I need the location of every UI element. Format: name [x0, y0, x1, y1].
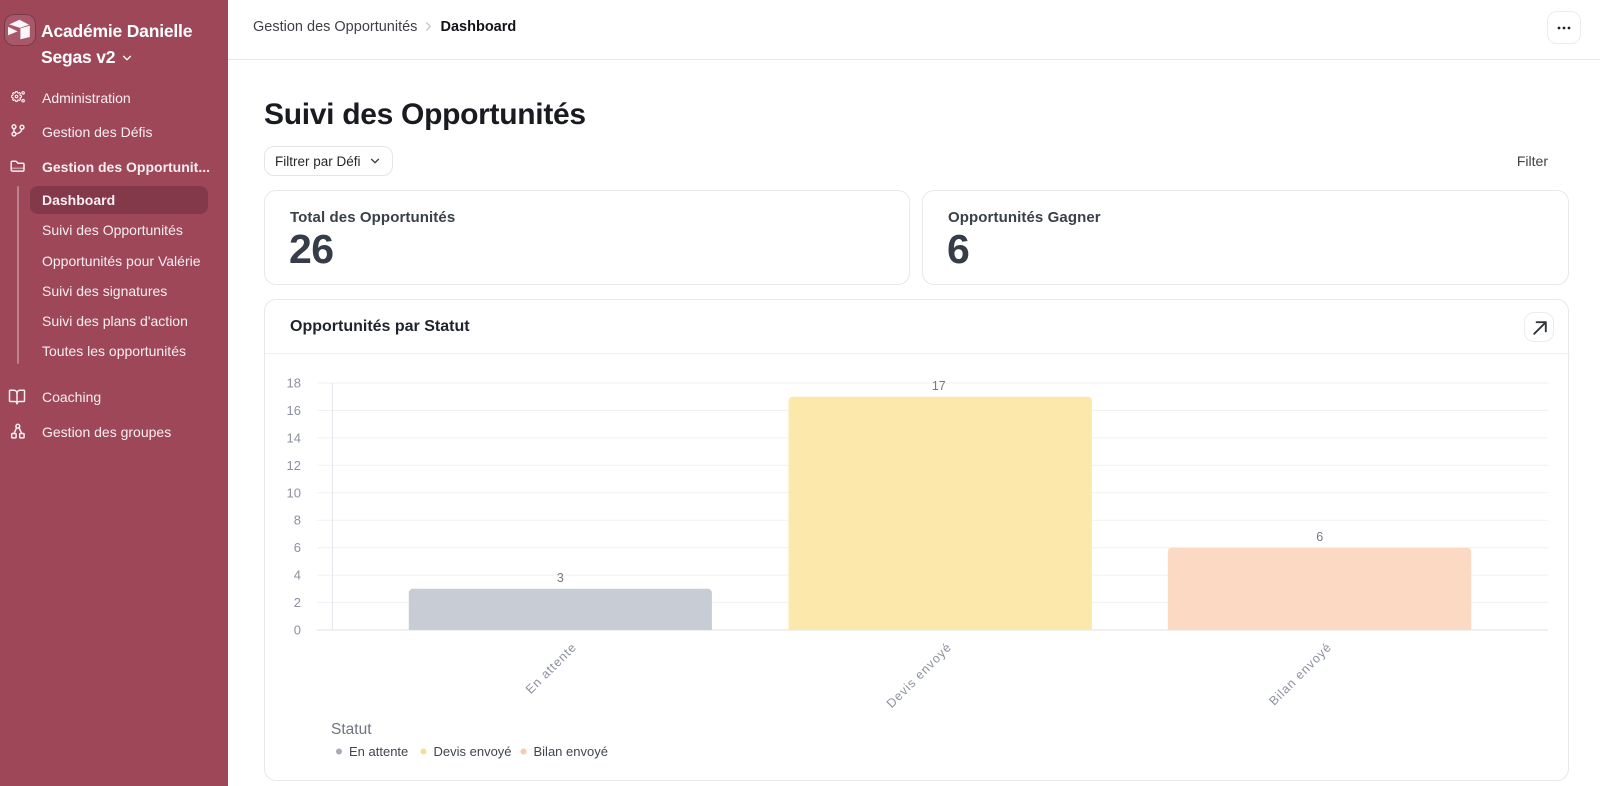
svg-text:3: 3	[557, 571, 564, 585]
svg-text:0: 0	[294, 623, 301, 638]
svg-text:En attente: En attente	[523, 640, 580, 697]
svg-text:En attente: En attente	[349, 744, 408, 759]
svg-text:8: 8	[294, 513, 301, 528]
svg-text:Statut: Statut	[331, 721, 372, 738]
svg-text:6: 6	[1316, 530, 1323, 544]
svg-text:Bilan envoyé: Bilan envoyé	[534, 744, 608, 759]
svg-text:2: 2	[294, 595, 301, 610]
svg-text:6: 6	[294, 540, 301, 555]
svg-text:18: 18	[287, 376, 301, 391]
svg-text:12: 12	[287, 458, 301, 473]
svg-text:14: 14	[287, 430, 301, 445]
svg-text:16: 16	[287, 403, 301, 418]
svg-text:Devis envoyé: Devis envoyé	[434, 744, 512, 759]
svg-text:Devis envoyé: Devis envoyé	[884, 640, 955, 711]
svg-text:Bilan envoyé: Bilan envoyé	[1266, 640, 1334, 708]
svg-text:17: 17	[932, 379, 946, 393]
svg-text:4: 4	[294, 568, 301, 583]
svg-text:10: 10	[287, 485, 301, 500]
